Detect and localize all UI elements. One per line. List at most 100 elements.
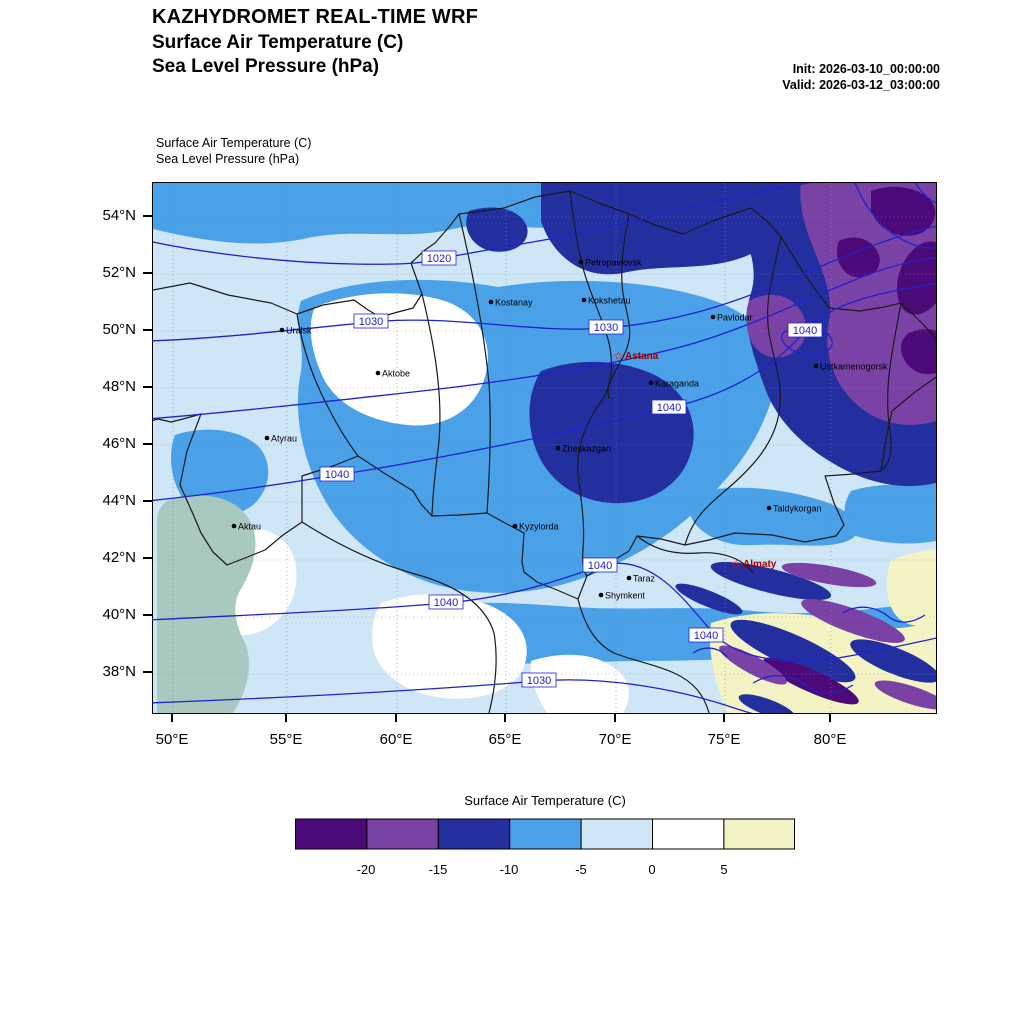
y-axis-tick <box>143 614 152 616</box>
svg-text:Astana: Astana <box>625 351 659 362</box>
city-markers: Petropavlovsk Kostanay Kokshetau Pavloda… <box>231 258 888 601</box>
legend-swatch <box>509 818 582 850</box>
y-axis-tick <box>143 557 152 559</box>
plot-subtitle-temperature: Surface Air Temperature (C) <box>156 136 312 150</box>
x-axis-tick <box>614 713 616 722</box>
svg-text:Taldykorgan: Taldykorgan <box>773 504 822 514</box>
city-marker: Pavlodar <box>710 313 753 323</box>
isobar-label: 1030 <box>588 319 624 335</box>
isobar-label: 1040 <box>319 466 355 482</box>
svg-text:Kokshetau: Kokshetau <box>588 296 631 306</box>
svg-text:1030: 1030 <box>594 322 618 334</box>
legend-swatch <box>723 818 795 850</box>
legend-colorbar <box>295 818 795 850</box>
svg-text:Uralsk: Uralsk <box>286 326 312 336</box>
svg-text:Kostanay: Kostanay <box>495 298 533 308</box>
isobar-label: 1040 <box>651 399 687 415</box>
svg-text:Petropavlovsk: Petropavlovsk <box>585 258 642 268</box>
init-timestamp: Init: 2026-03-10_00:00:00 <box>792 62 940 76</box>
svg-text:1040: 1040 <box>793 325 817 337</box>
svg-text:Kyzylorda: Kyzylorda <box>519 522 559 532</box>
y-axis-label: 50°N <box>102 321 136 338</box>
svg-text:1030: 1030 <box>359 316 383 328</box>
svg-text:Pavlodar: Pavlodar <box>717 313 753 323</box>
x-axis-label: 75°E <box>707 731 741 748</box>
x-axis-tick <box>395 713 397 722</box>
svg-text:1040: 1040 <box>434 597 458 609</box>
y-axis-label: 52°N <box>102 264 136 281</box>
city-marker: Atyrau <box>264 434 297 444</box>
city-marker: Kokshetau <box>581 296 631 306</box>
isobar-label: 1040 <box>428 594 464 610</box>
city-marker: Aktobe <box>375 369 410 379</box>
city-marker: Aktau <box>231 522 261 532</box>
y-axis-tick <box>143 671 152 673</box>
borders-layer <box>153 190 936 713</box>
legend-tick-label: -15 <box>428 862 448 877</box>
svg-text:Ustkamenogorsk: Ustkamenogorsk <box>820 362 888 372</box>
svg-text:1040: 1040 <box>657 402 681 414</box>
isobar-label: 1020 <box>421 250 457 266</box>
x-axis-tick <box>171 713 173 722</box>
y-axis-tick <box>143 443 152 445</box>
isobar-label: 1040 <box>787 322 823 338</box>
svg-text:1040: 1040 <box>694 630 718 642</box>
legend-tick-label: 5 <box>720 862 728 877</box>
y-axis-label: 48°N <box>102 378 136 395</box>
x-axis-tick <box>723 713 725 722</box>
x-axis-label: 65°E <box>488 731 522 748</box>
svg-text:Zheskazgan: Zheskazgan <box>562 444 611 454</box>
city-marker: Kostanay <box>488 298 533 308</box>
title-variable-pressure: Sea Level Pressure (hPa) <box>152 56 380 77</box>
city-marker: Kyzylorda <box>512 522 559 532</box>
legend-tick-label: -10 <box>499 862 519 877</box>
temperature-fill-layer <box>153 183 936 713</box>
map-svg: 1020 1030 1030 1040 1040 1040 1040 1040 … <box>153 183 936 713</box>
svg-text:Almaty: Almaty <box>743 559 777 570</box>
svg-text:Aktobe: Aktobe <box>382 369 410 379</box>
x-axis-label: 55°E <box>269 731 303 748</box>
svg-text:1030: 1030 <box>527 675 551 687</box>
legend-swatch <box>437 818 511 850</box>
x-axis-tick <box>285 713 287 722</box>
legend-swatch <box>652 818 725 850</box>
map-panel: 1020 1030 1030 1040 1040 1040 1040 1040 … <box>152 182 937 714</box>
isobar-label: 1040 <box>582 557 618 573</box>
legend-tick-label: -20 <box>356 862 376 877</box>
svg-text:1020: 1020 <box>427 253 451 265</box>
isobar-label: 1030 <box>353 313 389 329</box>
svg-text:Karaganda: Karaganda <box>655 379 699 389</box>
city-marker: Uralsk <box>279 326 312 336</box>
y-axis-tick <box>143 215 152 217</box>
city-marker: Petropavlovsk <box>578 258 642 268</box>
legend-title: Surface Air Temperature (C) <box>464 793 626 808</box>
y-axis-tick <box>143 272 152 274</box>
page-title: KAZHYDROMET REAL-TIME WRF <box>152 6 479 28</box>
x-axis-tick <box>504 713 506 722</box>
x-axis-label: 70°E <box>598 731 632 748</box>
isobar-labels: 1020 1030 1030 1040 1040 1040 1040 1040 … <box>319 250 823 688</box>
legend-tick-label: 0 <box>648 862 656 877</box>
plot-subtitle-pressure: Sea Level Pressure (hPa) <box>156 152 300 166</box>
y-axis-label: 44°N <box>102 492 136 509</box>
svg-text:Aktau: Aktau <box>238 522 261 532</box>
x-axis-label: 80°E <box>813 731 847 748</box>
star-icon: ☆ <box>731 557 742 571</box>
city-marker: Shymkent <box>598 591 646 601</box>
y-axis-label: 42°N <box>102 549 136 566</box>
y-axis-label: 40°N <box>102 606 136 623</box>
y-axis-label: 46°N <box>102 435 136 452</box>
legend-swatch <box>295 818 368 850</box>
y-axis-tick <box>143 386 152 388</box>
x-axis-tick <box>829 713 831 722</box>
isobar-label: 1040 <box>688 627 724 643</box>
y-axis-label: 38°N <box>102 663 136 680</box>
y-axis-label: 54°N <box>102 207 136 224</box>
legend-swatch <box>366 818 439 850</box>
capital-marker-astana: ☆ Astana <box>613 349 659 363</box>
svg-text:Shymkent: Shymkent <box>605 591 646 601</box>
svg-text:Taraz: Taraz <box>633 574 656 584</box>
city-marker: Ustkamenogorsk <box>813 362 888 372</box>
legend-swatch <box>580 818 654 850</box>
